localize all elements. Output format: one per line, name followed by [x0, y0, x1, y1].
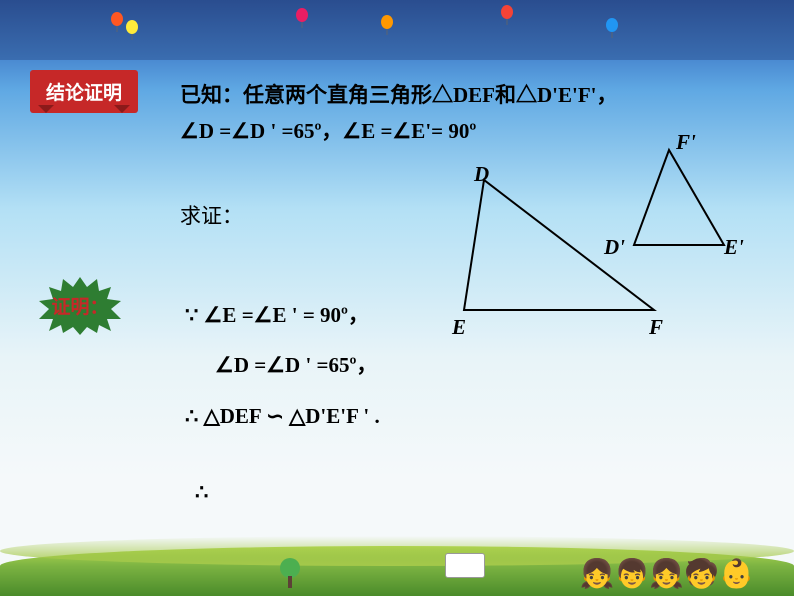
sign-icon	[445, 553, 485, 578]
proof-line-1: ∵ ∠E =∠E ' = 90º，	[185, 290, 380, 340]
balloon-icon	[125, 20, 139, 45]
label-D: D	[474, 162, 489, 187]
balloon-icon	[295, 8, 309, 33]
proof-label: 证明：	[51, 292, 108, 319]
kids-icon: 👧👦👧🧒👶	[580, 557, 754, 591]
proof-burst: 证明：	[35, 275, 125, 335]
balloon-icon	[110, 12, 124, 37]
tree-icon	[280, 558, 300, 588]
therefore-symbol: ∴	[195, 480, 208, 505]
proof-line-3: ∴ △DEF ∽ △D'E'F ' .	[185, 391, 380, 441]
balloon-icon	[500, 5, 514, 30]
proof-body: ∵ ∠E =∠E ' = 90º， ∠D =∠D ' =65º， ∴ △DEF …	[185, 290, 380, 441]
label-E: E	[452, 315, 466, 340]
label-Ep: E'	[724, 235, 744, 260]
balloon-icon	[605, 18, 619, 43]
label-Dp: D'	[604, 235, 625, 260]
triangle-diagram: D E F F' D' E'	[454, 140, 754, 370]
proof-line-2: ∠D =∠D ' =65º，	[185, 340, 380, 390]
label-Fp: F'	[676, 130, 696, 155]
given-line-1: 已知：任意两个直角三角形△DEF和△D'E'F'，	[180, 80, 770, 112]
label-F: F	[649, 315, 663, 340]
ribbon-text: 结论证明	[46, 83, 122, 104]
balloon-icon	[380, 15, 394, 40]
prove-label: 求证：	[180, 200, 243, 230]
conclusion-ribbon: 结论证明	[30, 70, 138, 113]
